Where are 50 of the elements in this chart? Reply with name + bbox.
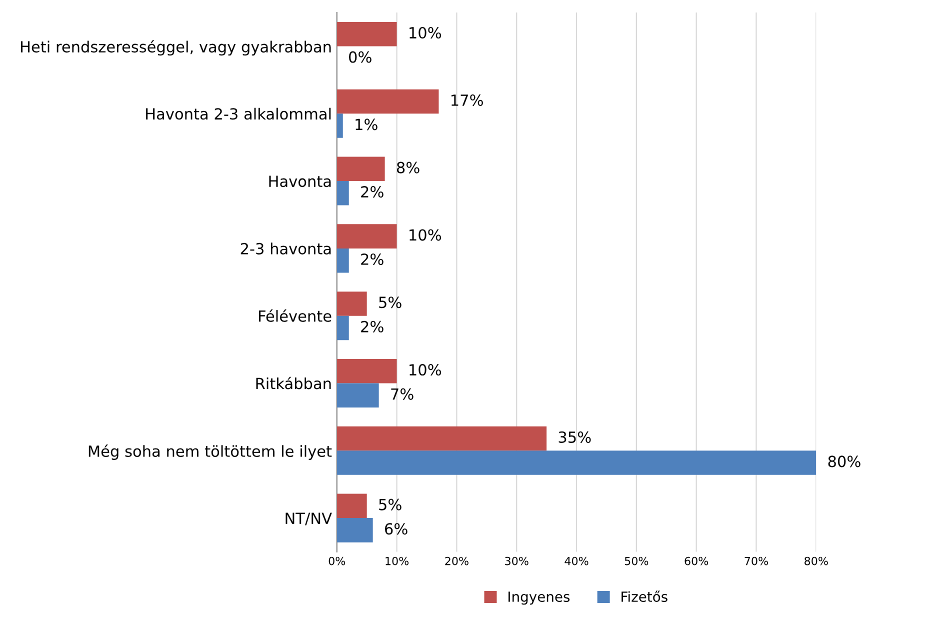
data-label: 6%: [385, 523, 408, 535]
x-tick-label: 50%: [624, 556, 648, 566]
y-tick-label: Félévente: [259, 309, 332, 322]
bar: [336, 518, 373, 542]
data-label: 2%: [361, 320, 384, 332]
x-tick-label: 70%: [744, 556, 768, 566]
bar: [336, 450, 816, 475]
bar: [336, 22, 397, 46]
bar: [336, 316, 349, 340]
bar: [336, 224, 397, 248]
x-tick-label: 60%: [684, 556, 708, 566]
x-tick-label: 0%: [328, 556, 346, 566]
bar: [336, 248, 349, 273]
x-tick-label: 40%: [564, 556, 588, 566]
data-label: 17%: [452, 94, 483, 106]
data-label: 5%: [379, 498, 402, 510]
bar: [336, 89, 439, 114]
bar: [336, 181, 349, 206]
bar: [336, 383, 379, 408]
data-label: 35%: [558, 431, 591, 443]
x-tick-label: 10%: [386, 556, 409, 566]
y-tick-label: Heti rendszerességgel, vagy gyakrabban: [21, 40, 331, 56]
x-tick-label: 20%: [445, 556, 468, 566]
data-label: 1%: [356, 118, 378, 130]
legend-label: Fizetős: [622, 590, 668, 602]
y-tick-label: Ritkábban: [256, 376, 331, 390]
y-tick-label: Havonta 2-3 alkalommal: [146, 108, 331, 120]
data-label: 10%: [410, 229, 442, 241]
x-tick-label: 30%: [505, 556, 528, 566]
y-tick-label: Havonta: [269, 176, 331, 188]
bar: [336, 114, 343, 138]
bar: [336, 156, 385, 182]
y-tick-label: Még soha nem töltöttem le ilyet: [88, 444, 332, 460]
data-label: 0%: [349, 51, 372, 63]
legend-label: Ingyenes: [508, 592, 570, 605]
data-label: 2%: [361, 253, 384, 266]
bar: [336, 292, 367, 316]
data-label: 8%: [396, 162, 420, 174]
data-label: 10%: [410, 26, 442, 39]
bar: [336, 358, 397, 384]
bar: [336, 494, 367, 518]
bar: [336, 426, 547, 451]
data-label: 2%: [361, 186, 384, 198]
data-label: 7%: [391, 388, 414, 400]
data-label: 80%: [828, 456, 860, 468]
y-tick-label: NT/NV: [286, 512, 332, 526]
data-label: 5%: [379, 296, 402, 308]
data-label: 10%: [410, 364, 442, 376]
x-tick-label: 80%: [804, 556, 828, 566]
y-tick-label: 2-3 havonta: [240, 242, 331, 254]
